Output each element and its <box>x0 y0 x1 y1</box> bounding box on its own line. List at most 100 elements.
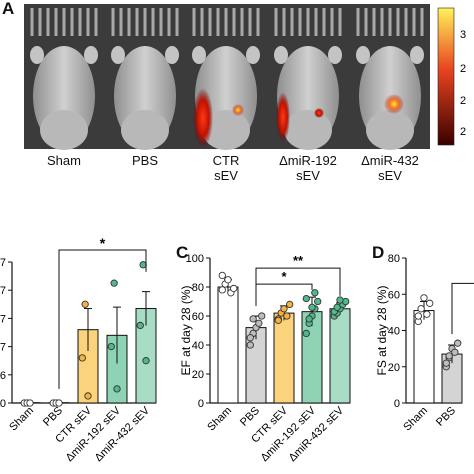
signal-spot <box>193 88 213 148</box>
y-tick-label: 100 <box>186 253 204 265</box>
significance-bracket <box>451 282 474 335</box>
cage-bar <box>298 8 302 36</box>
data-point <box>274 316 282 325</box>
y-tick-label: 7 <box>0 342 6 354</box>
colorbar-tick: 3 <box>460 29 466 41</box>
mouse-chest <box>202 110 250 150</box>
significance-bracket <box>255 283 313 306</box>
data-point <box>426 299 434 307</box>
cage-bar <box>151 8 155 36</box>
data-point <box>302 329 310 338</box>
condition-line: ΔmiR-432 <box>361 153 419 168</box>
data-point <box>311 289 319 297</box>
condition-line: PBS <box>131 153 158 168</box>
y-tick-label: 7 <box>0 257 6 269</box>
mouse-paw <box>410 46 424 64</box>
significance-bracket <box>255 267 341 306</box>
data-point <box>246 334 254 342</box>
category-label: Sham <box>7 405 36 434</box>
cage-bar <box>420 8 424 36</box>
cage-bar <box>404 8 408 36</box>
cage-bar <box>372 8 376 36</box>
y-tick-label: 40 <box>388 326 400 338</box>
data-point <box>336 296 344 304</box>
cage-bar <box>38 8 42 36</box>
mouse-paw <box>165 46 179 64</box>
y-tick-label: 60 <box>388 289 400 301</box>
cage-bar <box>356 8 360 36</box>
cage-bar <box>78 8 82 36</box>
category-label: Sham <box>401 405 430 434</box>
data-point <box>139 261 147 269</box>
significance-mark: * <box>100 238 106 251</box>
cage-bar <box>135 8 139 36</box>
data-point <box>78 354 86 362</box>
category-label: Sham <box>205 405 234 434</box>
cage-bar <box>167 8 171 36</box>
condition-line: CTR <box>212 153 240 168</box>
category-label: PBS <box>434 405 458 429</box>
data-point <box>142 357 150 365</box>
mouse-paw <box>328 46 342 64</box>
cage-bar <box>412 8 416 36</box>
y-tick-label: 0 <box>394 398 400 410</box>
mouse-paw <box>274 46 288 64</box>
cage-bar <box>396 8 400 36</box>
cage-bar <box>306 8 310 36</box>
y-tick-label: 80 <box>388 253 400 265</box>
cage-bar <box>86 8 90 36</box>
y-axis-label: FS at day 28 (%) <box>375 285 389 375</box>
y-tick-label: 0 <box>198 398 204 410</box>
significance-mark: ** <box>293 253 304 268</box>
cage-bar <box>94 8 98 36</box>
condition-line: Sham <box>47 153 81 168</box>
y-tick-label: 7 <box>0 285 6 297</box>
significance-bracket <box>58 249 147 389</box>
cage-bar <box>322 8 326 36</box>
y-tick-label: 20 <box>388 362 400 374</box>
significance-mark: * <box>281 269 287 284</box>
cage-bar <box>46 8 50 36</box>
data-point <box>417 305 425 313</box>
mouse-paw <box>356 46 370 64</box>
data-point <box>305 315 313 323</box>
cage-bar <box>338 8 342 36</box>
data-point <box>26 399 34 407</box>
colorbar-tick: 2 <box>460 63 466 75</box>
condition-line: sEV <box>296 168 320 183</box>
signal-spot <box>314 108 324 118</box>
colorbar-tick: 2 <box>460 95 466 107</box>
cage-bar <box>200 8 204 36</box>
mouse-chest <box>284 110 332 150</box>
mouse-paw <box>192 46 206 64</box>
cage-bar <box>62 8 66 36</box>
mouse-image <box>356 8 424 150</box>
bar <box>273 312 295 404</box>
cage-bar <box>70 8 74 36</box>
y-tick-label: 0 <box>0 398 6 410</box>
colorbar-tick: 2 <box>460 126 466 138</box>
data-point <box>314 297 322 306</box>
y-tick-label: 60 <box>192 311 204 323</box>
data-point <box>333 303 341 311</box>
cage-bar <box>256 8 260 36</box>
data-point <box>283 312 291 320</box>
category-label: PBS <box>238 405 262 429</box>
cage-bar <box>216 8 220 36</box>
data-point <box>445 352 453 360</box>
data-point <box>81 300 89 308</box>
data-point <box>218 271 226 280</box>
signal-spot <box>276 92 290 142</box>
condition-line: sEV <box>378 168 402 183</box>
cage-bar <box>330 8 334 36</box>
data-point <box>280 305 288 313</box>
data-point <box>113 385 121 393</box>
cage-bar <box>314 8 318 36</box>
mouse-chest <box>366 110 414 150</box>
signal-spot <box>232 104 244 116</box>
data-point <box>423 310 431 318</box>
data-point <box>249 315 257 323</box>
panel-d-letter: D <box>372 243 385 262</box>
cage-bar <box>364 8 368 36</box>
